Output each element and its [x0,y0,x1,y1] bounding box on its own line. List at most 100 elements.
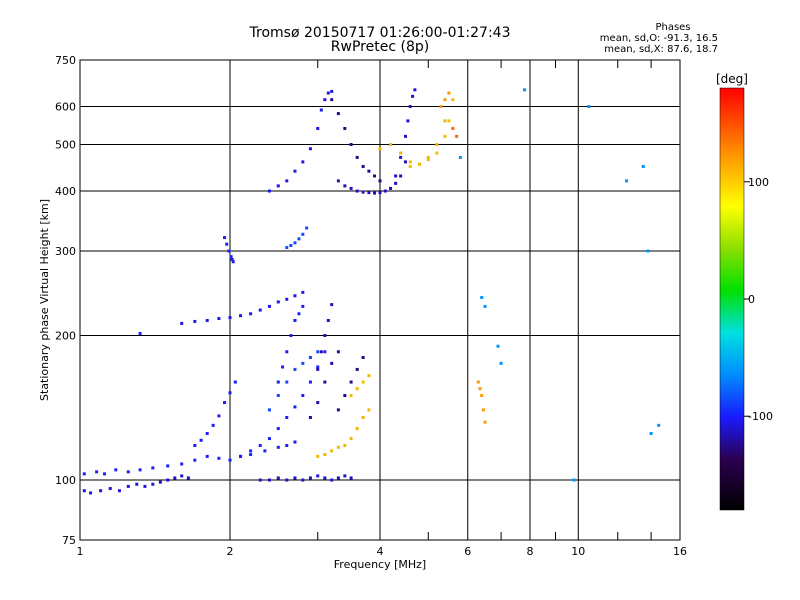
data-point [394,181,398,185]
data-point [180,462,184,466]
data-point [323,98,327,102]
data-point [258,308,262,312]
colorbar-label: [deg] [716,72,748,86]
colorbar-tick-label: 0 [748,293,755,306]
data-point [138,331,142,335]
data-point [389,143,393,147]
data-point [361,415,365,419]
data-point [367,169,371,173]
data-point [399,155,403,159]
y-tick-label: 500 [55,139,76,152]
data-point [135,482,139,486]
data-point [108,487,112,491]
data-point [285,380,289,384]
data-point [336,445,340,449]
y-axis-label: Stationary phase Virtual Height [km] [38,199,51,401]
data-point [233,380,237,384]
data-point [355,189,359,193]
data-point [249,449,253,453]
y-tick-label: 300 [55,245,76,258]
data-point [383,189,387,193]
data-point [223,401,227,405]
data-point [408,164,412,168]
data-point [361,164,365,168]
data-point [249,453,253,457]
data-point [451,126,455,130]
data-point [330,361,334,365]
data-point [308,147,312,151]
data-point [336,179,340,183]
y-tick-label: 200 [55,330,76,343]
data-point [276,380,280,384]
data-point [349,380,353,384]
data-point [323,476,327,480]
data-point [426,158,430,162]
data-point [228,458,232,462]
data-point [281,365,285,369]
data-point [349,186,353,190]
data-point [443,134,447,138]
data-point [336,350,340,354]
data-point [258,444,262,448]
data-point [447,91,451,95]
x-tick-label: 16 [673,545,687,558]
data-point [138,468,142,472]
x-axis-label: Frequency [MHz] [334,558,426,571]
data-point [330,98,334,102]
data-point [361,380,365,384]
data-point [193,319,197,323]
data-point [211,423,215,427]
data-point [293,318,297,322]
data-point [285,350,289,354]
data-point [330,89,334,93]
axis-ticks: 1 2 4 6 8 10 16 75 100 200 300 400 500 600 750 [55,54,687,558]
data-point [193,458,197,462]
x-tick-label: 10 [571,545,585,558]
data-point [367,408,371,412]
data-point [228,391,232,395]
colorbar-tick-label: -100 [748,410,773,423]
data-point [151,466,155,470]
data-point [301,290,305,294]
data-point [439,105,443,109]
data-point [330,478,334,482]
data-point [367,191,371,195]
data-point [297,237,301,241]
data-point [316,454,320,458]
data-point [82,489,86,493]
data-point [319,350,323,354]
data-point [217,317,221,321]
data-point [481,408,485,412]
data-point [301,394,305,398]
data-point [326,318,330,322]
data-point [301,304,305,308]
y-tick-label: 75 [62,534,76,547]
data-point [458,155,462,159]
data-point [480,296,484,300]
data-point [316,401,320,405]
data-point [205,318,209,322]
data-point [258,478,262,482]
data-point [336,476,340,480]
data-point [223,236,227,240]
x-tick-label: 6 [464,545,471,558]
data-point [361,355,365,359]
x-tick-label: 4 [377,545,384,558]
y-tick-label: 600 [55,101,76,114]
data-point [378,179,382,183]
data-point [373,174,377,178]
chart-title: Tromsø 20150717 01:26:00-01:27:43 [249,25,511,41]
data-point [326,91,330,95]
data-point [89,491,93,495]
data-point [649,432,653,436]
data-point [285,297,289,301]
data-point [249,312,253,316]
chart-subtitle: RwPretec (8p) [330,39,430,55]
data-point [330,449,334,453]
data-point [361,190,365,194]
data-point [228,316,232,320]
data-point [323,350,327,354]
data-point [625,179,629,183]
data-point [293,476,297,480]
data-point [435,151,439,155]
